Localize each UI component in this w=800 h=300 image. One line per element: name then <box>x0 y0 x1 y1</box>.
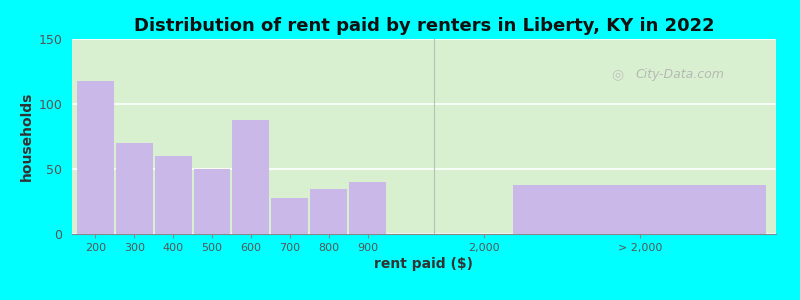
Bar <box>154 156 192 234</box>
Bar <box>310 188 347 234</box>
Bar <box>233 120 270 234</box>
Bar <box>514 184 766 234</box>
Bar <box>271 198 308 234</box>
Title: Distribution of rent paid by renters in Liberty, KY in 2022: Distribution of rent paid by renters in … <box>134 17 714 35</box>
Bar <box>116 143 153 234</box>
Y-axis label: households: households <box>20 92 34 181</box>
Text: ◎: ◎ <box>611 67 624 81</box>
Bar <box>194 169 230 234</box>
X-axis label: rent paid ($): rent paid ($) <box>374 257 474 271</box>
Text: City-Data.com: City-Data.com <box>635 68 724 81</box>
Bar <box>349 182 386 234</box>
Bar <box>77 81 114 234</box>
